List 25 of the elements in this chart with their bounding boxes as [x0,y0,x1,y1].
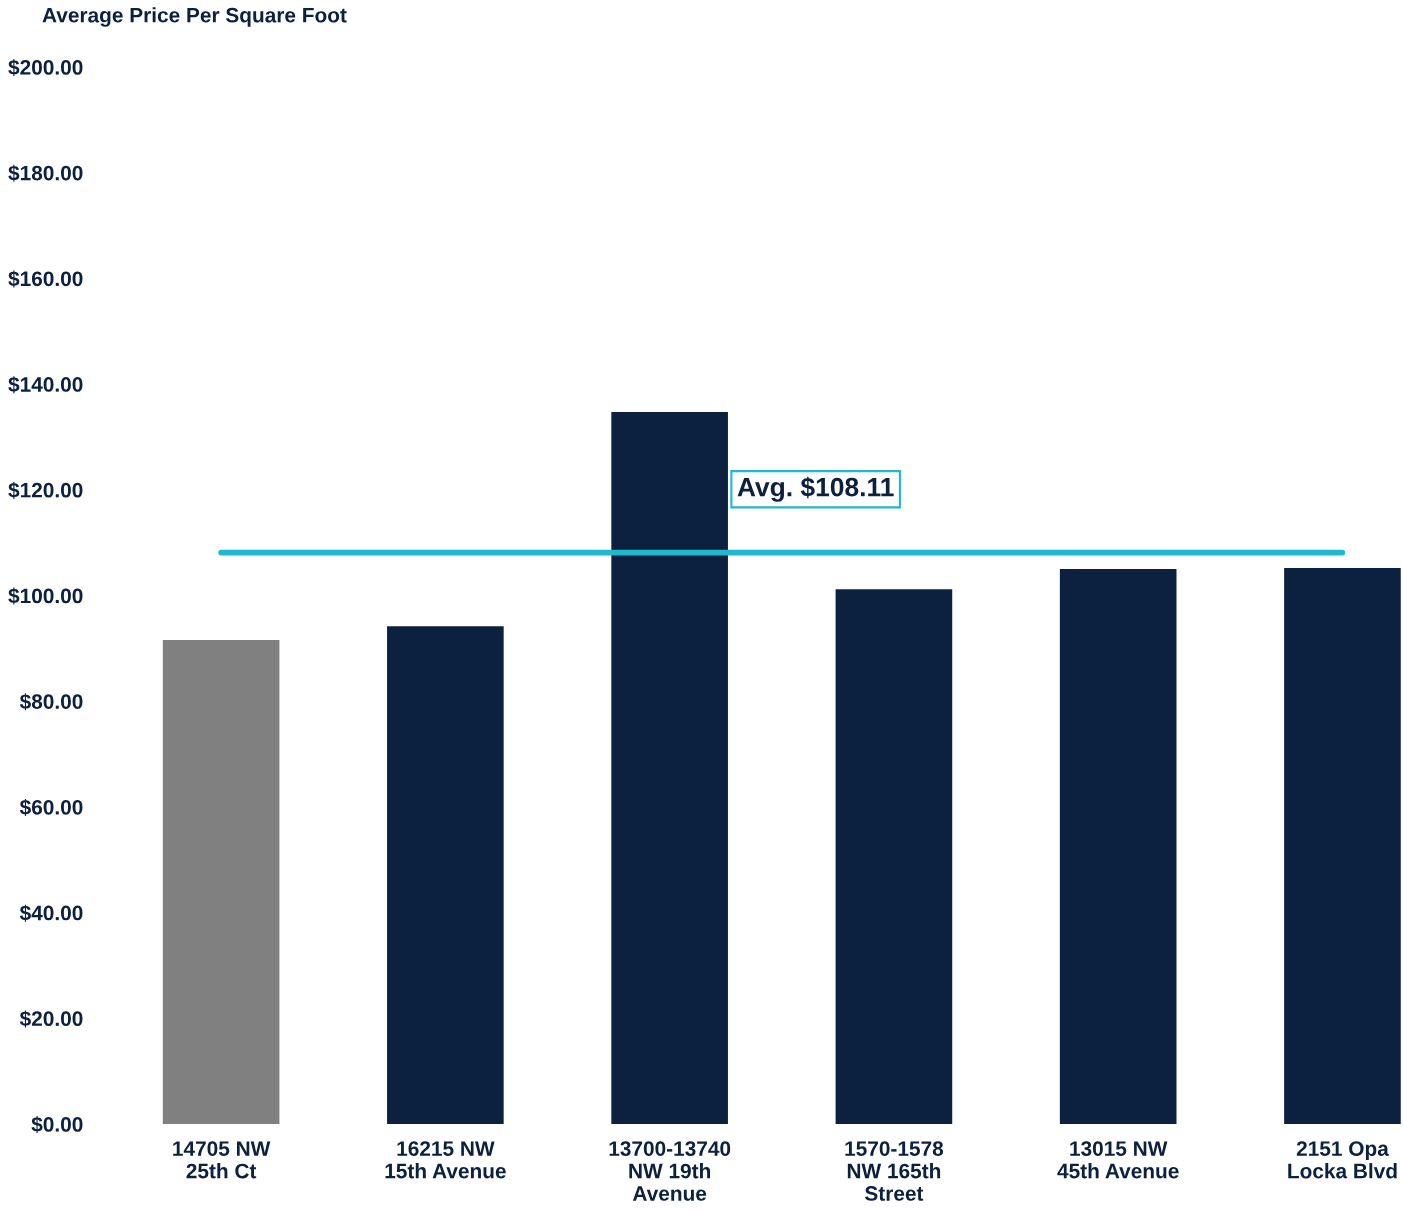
chart-title: Average Price Per Square Foot [42,7,347,27]
bar [387,626,504,1124]
x-tick-label: 14705 NW 25th Ct [173,1141,271,1179]
x-tick-label: 1570-1578 NW 165th Street [845,1141,944,1201]
y-tick-label: $200.00 [8,59,83,77]
x-tick-label: 16215 NW 15th Avenue [385,1141,506,1179]
bar [835,589,953,1124]
y-tick-label: $60.00 [19,798,83,816]
x-tick-label: 13015 NW 45th Avenue [1057,1141,1179,1179]
x-tick-label: 13700-13740 NW 19th Avenue [609,1141,731,1201]
bar [1284,568,1401,1124]
y-tick-label: $80.00 [19,693,83,711]
y-tick-label: $40.00 [19,904,83,922]
y-tick-label: $180.00 [8,164,83,182]
y-tick-label: $0.00 [31,1116,83,1134]
y-tick-label: $20.00 [19,1010,83,1028]
y-tick-label: $140.00 [8,376,83,394]
y-tick-label: $100.00 [8,587,83,605]
bar [1059,569,1177,1124]
ref-line-label: Avg. $108.11 [737,476,894,502]
x-tick-label: 2151 Opa Locka Blvd [1288,1141,1397,1179]
bar [611,412,728,1124]
y-tick-label: $160.00 [8,270,83,288]
y-tick-label: $120.00 [8,481,83,499]
bar [162,639,280,1124]
